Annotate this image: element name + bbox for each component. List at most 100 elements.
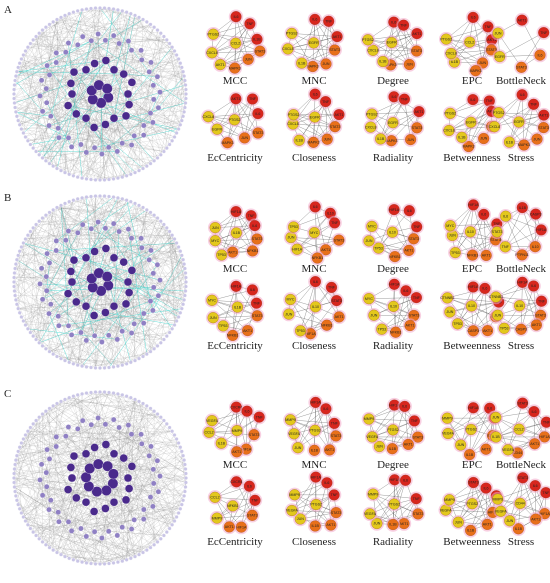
ppi-node [80, 195, 85, 200]
ppi-node [121, 299, 131, 309]
ppi-node [83, 481, 95, 492]
ppi-node [63, 49, 69, 55]
ppi-edge [33, 227, 123, 366]
ppi-edge [85, 69, 184, 72]
ppi-node [21, 53, 26, 57]
ppi-node [66, 463, 76, 472]
gene-label: AKT1 [483, 329, 492, 333]
gene-label: CXCL8 [287, 122, 299, 126]
gene-label: AKT1 [483, 523, 492, 527]
ppi-node [55, 313, 61, 319]
ppi-edge [108, 13, 132, 98]
method-label: Closeness [292, 340, 336, 352]
gene-label: AKT1 [216, 63, 225, 67]
ppi-edge [77, 232, 182, 256]
ppi-node [183, 83, 188, 87]
ppi-edge [64, 15, 82, 145]
ppi-edge [16, 230, 69, 260]
ppi-node [124, 10, 129, 15]
ppi-node [63, 554, 67, 559]
ppi-node [84, 176, 89, 181]
hub-edge [393, 22, 410, 65]
ppi-edge [48, 99, 93, 126]
ppi-node [46, 260, 53, 266]
gene-label: MYC [310, 231, 318, 235]
ppi-edge [13, 281, 110, 368]
ppi-edge [36, 36, 167, 41]
ppi-edge [150, 33, 161, 63]
ppi-edge [94, 99, 154, 148]
method-label: Stress [508, 152, 534, 164]
ppi-node [114, 336, 121, 343]
ppi-node [14, 453, 19, 458]
ppi-edge [49, 137, 69, 164]
ppi-edge [27, 122, 153, 141]
ppi-node [155, 539, 160, 544]
ppi-edge [60, 205, 77, 302]
ppi-edge [42, 340, 87, 347]
ppi-edge [13, 47, 29, 95]
ppi-edge [16, 71, 184, 117]
gene-label: MMP9 [212, 516, 222, 520]
ppi-node [183, 289, 188, 293]
hub-node [202, 111, 214, 123]
ppi-edge [16, 17, 140, 117]
gene-label: STAT3 [252, 314, 263, 318]
ppi-node [105, 332, 112, 339]
ppi-edge [42, 60, 107, 159]
ppi-node [155, 292, 162, 299]
ppi-node [83, 149, 90, 156]
gene-label: PTGS2 [207, 32, 219, 36]
ppi-edge [46, 195, 101, 291]
gene-label: STAT3 [409, 314, 420, 318]
ppi-node [31, 146, 36, 151]
ppi-node [181, 69, 186, 74]
ppi-edge [99, 102, 102, 181]
ppi-node [37, 340, 42, 345]
gene-label: AKT1 [482, 447, 491, 451]
ppi-node [124, 557, 129, 562]
ppi-node [87, 94, 99, 105]
gene-label: STAT3 [329, 48, 340, 52]
gene-label: JUN [495, 31, 502, 35]
ppi-edge [171, 235, 185, 300]
method-label: Betweenness [443, 152, 500, 164]
ppi-edge [21, 316, 58, 357]
ppi-edge [77, 196, 96, 366]
ppi-edge [15, 299, 164, 340]
hub-node [465, 116, 477, 128]
gene-label: STAT3 [247, 514, 258, 518]
ppi-node [146, 69, 152, 75]
ppi-node [14, 498, 19, 503]
ppi-edge [105, 9, 114, 61]
ppi-edge [85, 306, 177, 322]
gene-label: JUN [366, 239, 373, 243]
ppi-edge [56, 207, 158, 219]
ppi-node [17, 506, 22, 511]
ppi-node [99, 535, 105, 541]
ppi-edge [150, 91, 161, 114]
ppi-edge [105, 228, 181, 313]
gene-label: IL6 [252, 224, 257, 228]
ppi-edge [117, 332, 170, 340]
ppi-edge [39, 27, 155, 34]
gene-label: STAT3 [331, 299, 342, 303]
method-label: Betweenness [443, 536, 500, 548]
ppi-node [40, 155, 45, 160]
ppi-edge [68, 228, 92, 232]
ppi-edge [30, 43, 142, 51]
ppi-edge [19, 63, 50, 76]
ppi-node [155, 412, 160, 417]
ppi-edge [126, 200, 161, 222]
ppi-node [89, 365, 93, 370]
ppi-node [39, 492, 46, 499]
ppi-node [55, 509, 61, 515]
ppi-node [12, 271, 17, 275]
method-label: EcCentricity [207, 340, 263, 352]
ppi-node [101, 56, 111, 65]
gene-label: HIF1A [389, 208, 400, 212]
ppi-edge [41, 200, 74, 269]
ppi-node [25, 326, 30, 331]
ppi-edge [23, 242, 102, 292]
gene-label: IL6 [312, 18, 317, 22]
